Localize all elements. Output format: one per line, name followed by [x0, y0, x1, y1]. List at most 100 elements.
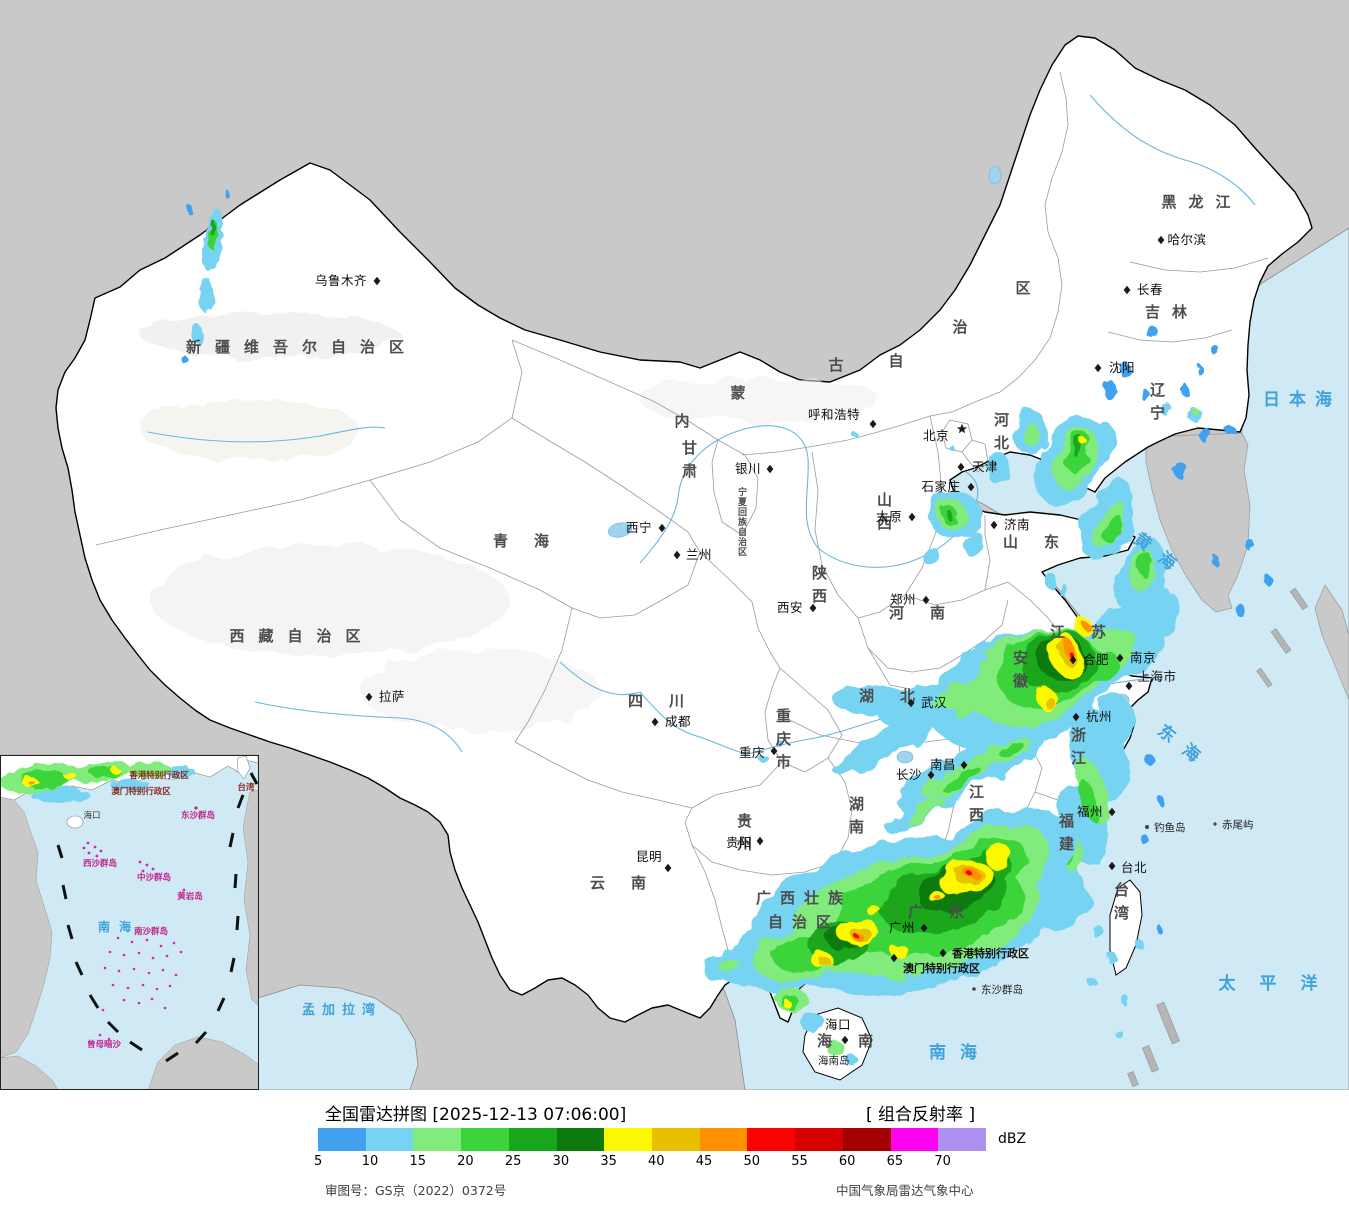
colorbar-cell	[890, 1128, 939, 1151]
map-title: 全国雷达拼图 [2025-12-13 07:06:00]	[325, 1105, 627, 1125]
city-label: 兰州	[686, 547, 712, 562]
city-label: 贵阳	[726, 835, 752, 850]
province-label-char: 内	[674, 412, 701, 430]
province-label: 青海	[493, 532, 575, 550]
terrain-shading	[140, 313, 880, 730]
colorbar-cell	[365, 1128, 414, 1151]
island-labels: 钓鱼岛 赤尾屿 东沙群岛 海南岛	[818, 819, 1254, 1067]
colorbar-labels: 5 10 15 20 25 30 35 40 45 50 55 60 65 70	[314, 1154, 986, 1169]
colorbar-value: 55	[791, 1154, 808, 1169]
province-label: 云南	[590, 874, 672, 892]
city-label: 天津	[972, 459, 998, 474]
city-label: 合肥	[1083, 652, 1109, 667]
colorbar-cell	[699, 1128, 748, 1151]
colorbar-cell	[413, 1128, 462, 1151]
inset-label: 海口	[83, 810, 100, 821]
island-label: 赤尾屿	[1222, 819, 1254, 831]
island-label: 海南岛	[818, 1054, 850, 1067]
city-label: 哈尔滨	[1167, 232, 1206, 247]
radar-map: 新疆维吾尔自治区 西藏自治区 青海 甘肃 宁夏回族自治区 陕西 山西 河北 山东…	[0, 0, 1349, 1090]
province-label: 河南	[889, 604, 971, 622]
province-label: 浙江	[1069, 726, 1087, 773]
province-label: 黑龙江	[1161, 193, 1242, 211]
colorbar-value: 65	[886, 1154, 904, 1169]
map-approval-number: 审图号：GS京（2022）0372号	[325, 1183, 507, 1198]
city-label: 杭州	[1086, 709, 1112, 724]
inset-indochina	[0, 796, 53, 1059]
city-label: 武汉	[921, 695, 947, 710]
radar-echo-zhejiang-fujian	[1040, 694, 1163, 913]
korea-peninsula	[1145, 432, 1251, 613]
city-label: 济南	[1004, 517, 1030, 532]
legend-bar: 全国雷达拼图 [2025-12-13 07:06:00] [ 组合反射率 ] 5…	[0, 1090, 1349, 1208]
inset-nine-dash-line	[56, 772, 259, 1063]
colorbar-cell	[938, 1128, 987, 1151]
colorbar-value: 40	[648, 1154, 665, 1169]
inset-border	[0, 755, 259, 1090]
city-label: 太原	[876, 509, 902, 524]
province-label-hongkong: 香港特别行政区	[951, 946, 1029, 960]
inset-label: 东沙群岛	[181, 810, 215, 821]
city-label: 南昌	[930, 757, 956, 772]
colorbar-cell	[461, 1128, 509, 1151]
product-name: [ 组合反射率 ]	[866, 1105, 976, 1125]
inset-label: 台湾	[237, 782, 255, 793]
colorbar-value: 15	[409, 1154, 426, 1169]
colorbar-value: 10	[361, 1154, 379, 1169]
province-label-char: 治	[952, 318, 979, 336]
province-label: 广西壮族	[756, 889, 852, 907]
inset-taiwan	[236, 755, 251, 780]
colorbar-cell	[604, 1128, 653, 1151]
city-label: 海口	[825, 1017, 851, 1032]
province-label: 自治区	[768, 913, 840, 931]
unit-label: dBZ	[998, 1131, 1027, 1147]
province-label: 西藏自治区	[229, 627, 374, 645]
inset-label: 香港特别行政区	[128, 770, 189, 781]
province-label: 湖北	[859, 687, 941, 705]
colorbar-cell	[842, 1128, 891, 1151]
ryukyu-islands	[1127, 587, 1309, 1087]
data-source: 中国气象局雷达气象中心	[836, 1183, 974, 1198]
inset-label: 南沙群岛	[134, 926, 168, 937]
diaoyu-island-dot	[1145, 825, 1149, 829]
sea-label: 日本海	[1263, 389, 1341, 410]
radar-echo-jianghuai	[835, 583, 1172, 750]
city-label: 沈阳	[1109, 360, 1135, 375]
inset-label: 黄岩岛	[177, 891, 203, 902]
province-label: 甘肃	[680, 439, 698, 486]
inset-island-dots	[82, 806, 198, 1041]
sea-label: 孟加拉湾	[302, 1002, 382, 1018]
dongsha-island-dot	[972, 987, 976, 991]
province-label: 福建	[1057, 812, 1075, 859]
island-label: 钓鱼岛	[1154, 821, 1186, 834]
city-label: 西宁	[626, 520, 652, 535]
city-markers-and-labels: 乌鲁木齐 哈尔滨 长春 沈阳 北京 天津 石家庄 太原 呼和浩特 银川 西宁 兰…	[315, 232, 1206, 1045]
province-label: 宁夏回族自治区	[736, 486, 748, 557]
inset-label: 中沙群岛	[137, 872, 171, 883]
colorbar-cell	[508, 1128, 557, 1151]
city-label: 南京	[1130, 650, 1156, 665]
province-label-char: 古	[828, 356, 855, 374]
colorbar-value: 25	[504, 1154, 522, 1169]
radar-echo-xinjiang	[182, 191, 231, 364]
chiwei-island-dot	[1213, 822, 1217, 826]
city-label: 昆明	[636, 849, 662, 864]
province-label: 河北	[992, 411, 1010, 458]
colorbar-value: 35	[600, 1154, 617, 1169]
colorbar-cell	[747, 1128, 796, 1151]
japan-island-sliver	[1314, 584, 1349, 701]
island-label: 东沙群岛	[981, 983, 1023, 996]
province-label: 陕西	[810, 564, 828, 611]
city-label: 拉萨	[379, 689, 405, 704]
taiwan-island	[1109, 879, 1143, 976]
province-label: 辽宁	[1148, 382, 1166, 428]
radar-echo-northeast-specks	[852, 325, 1272, 647]
province-label: 湖南	[847, 796, 865, 842]
bay-of-bengal	[257, 984, 419, 1090]
inset-radar-echoes	[0, 761, 195, 803]
province-labels: 新疆维吾尔自治区 西藏自治区 青海 甘肃 宁夏回族自治区 陕西 山西 河北 山东…	[186, 193, 1242, 1050]
city-label: 台北	[1121, 860, 1147, 875]
city-label: 乌鲁木齐	[315, 273, 367, 288]
province-label-char: 自	[888, 352, 915, 370]
